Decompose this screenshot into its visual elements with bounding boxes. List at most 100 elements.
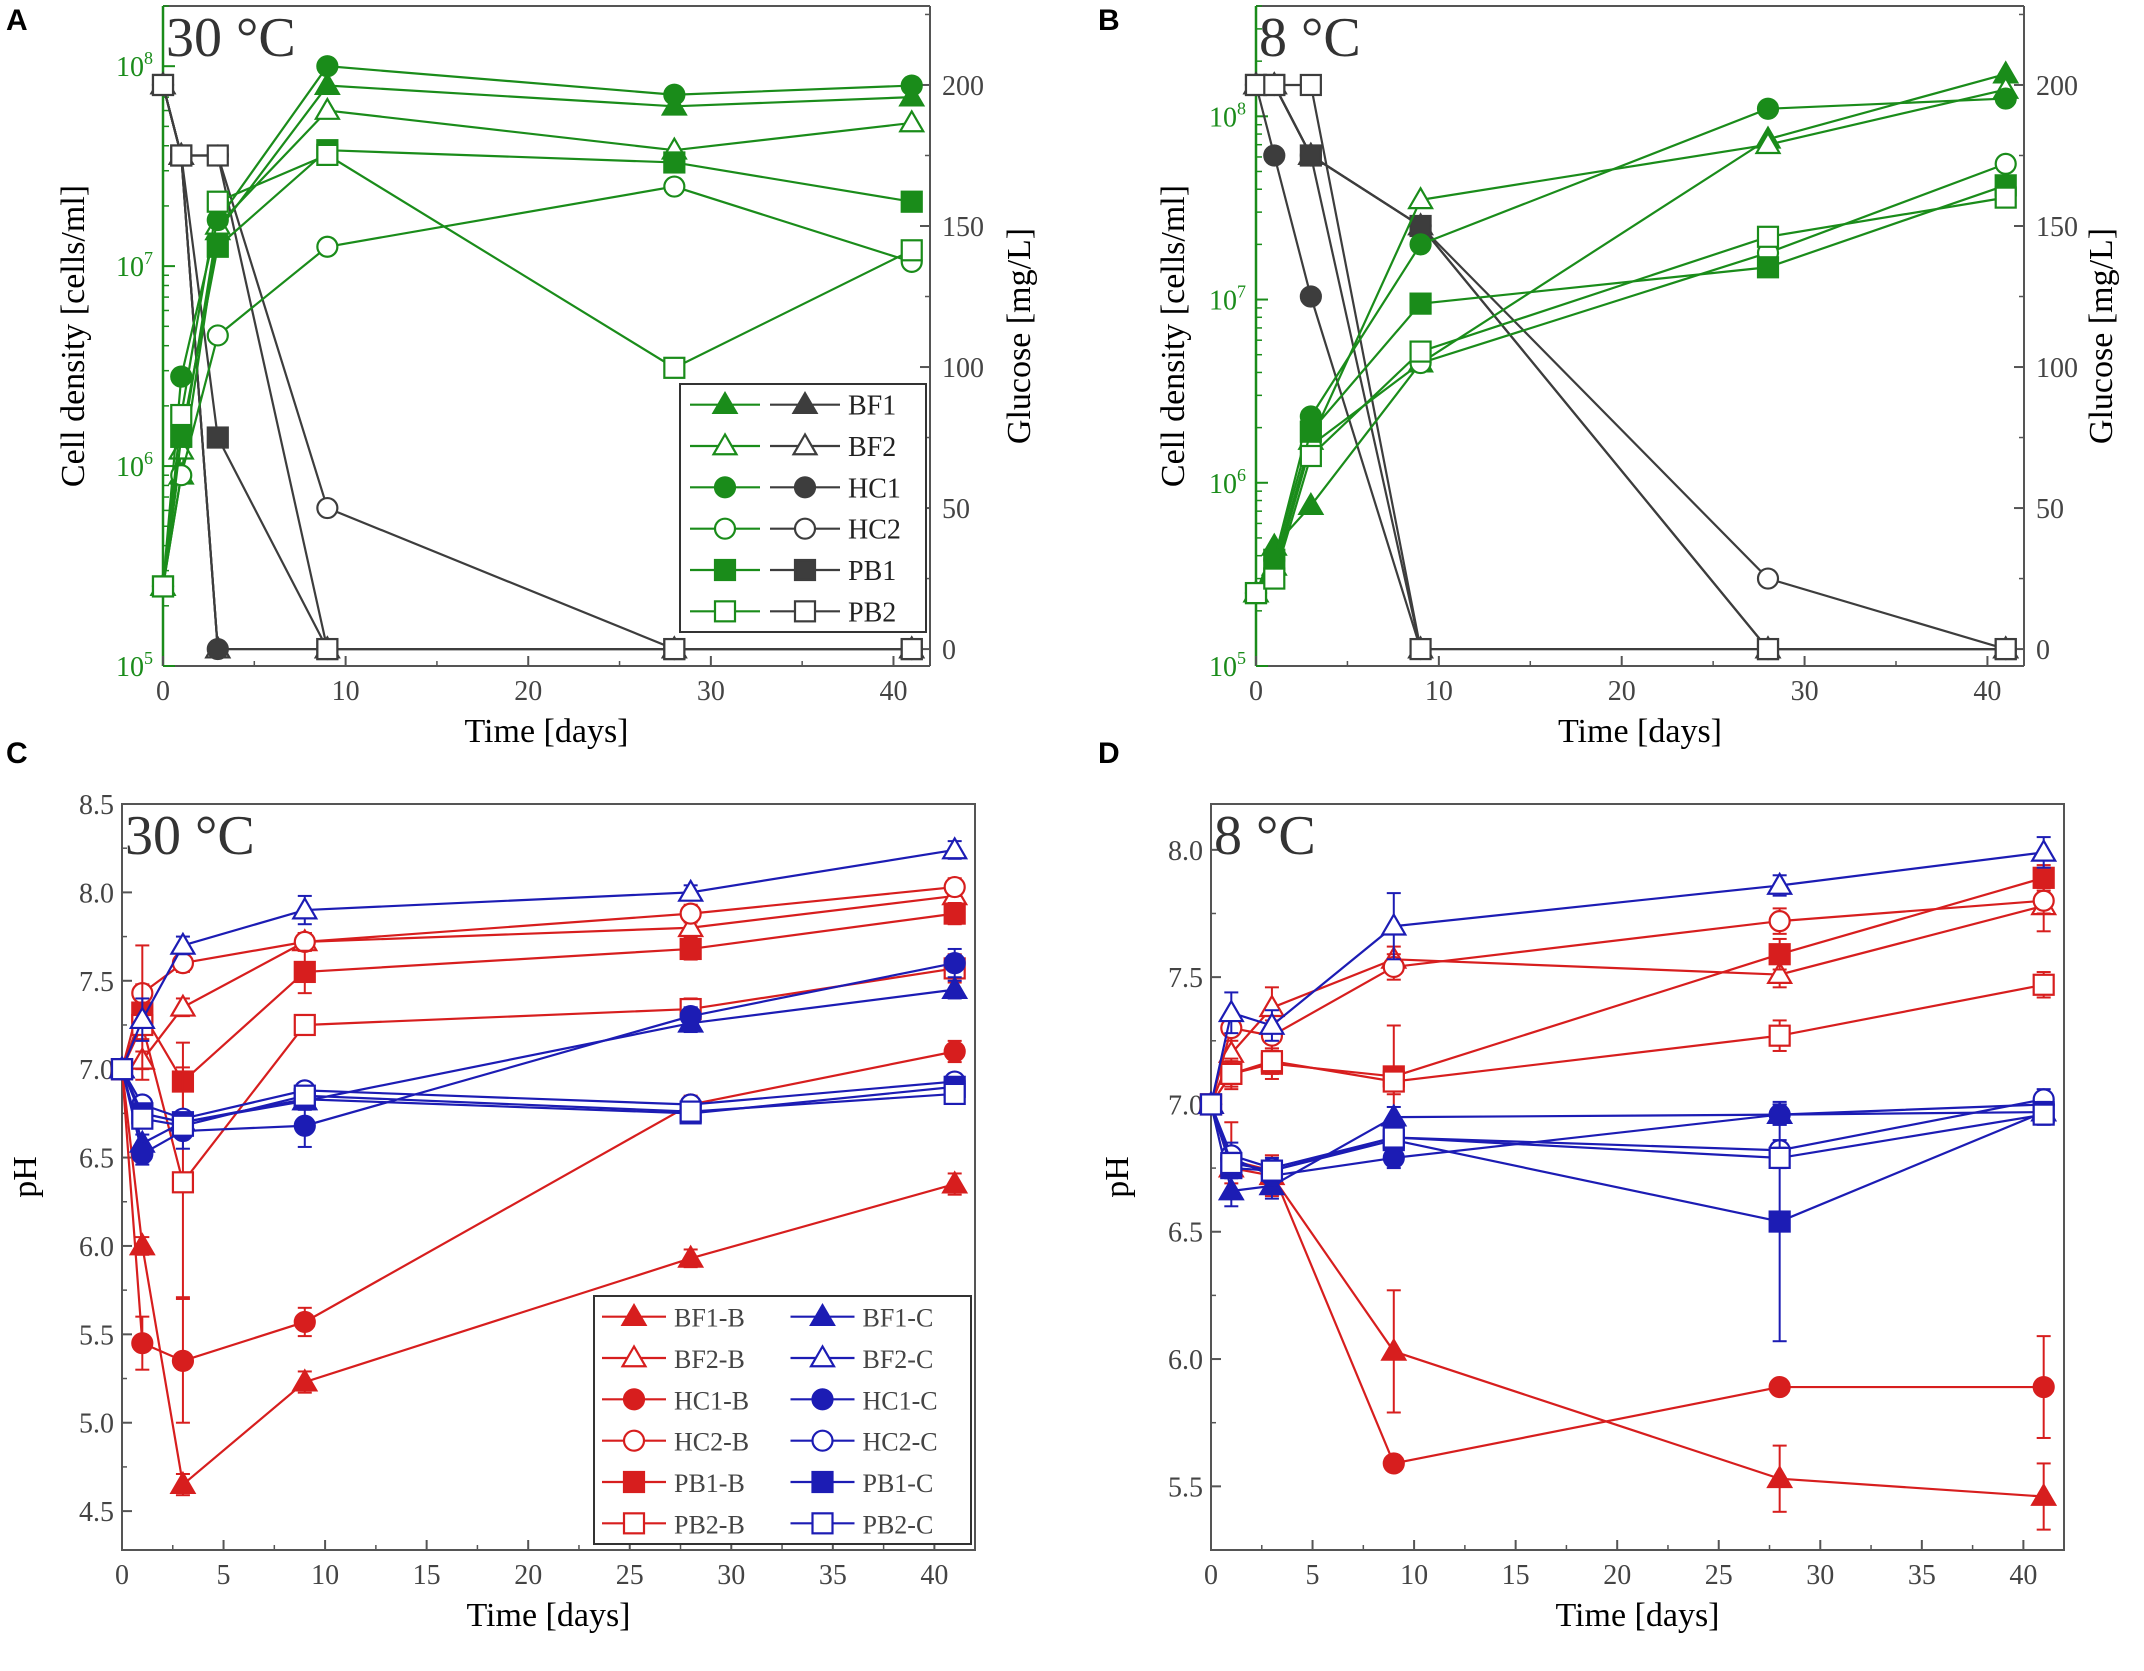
ph-point-hc1-c	[131, 1142, 154, 1166]
glucose-point-pb2	[900, 637, 923, 661]
legend-entry-hc1-b: HC1-B	[602, 1386, 749, 1415]
legend-marker-green	[711, 432, 739, 456]
legend-label: PB2-B	[674, 1510, 745, 1539]
panel-letter-b: B	[1098, 4, 1120, 37]
x-tick-label: 10	[332, 676, 360, 707]
ph-point-bf1-c	[1380, 1103, 1408, 1127]
ph-point-hc1-c	[679, 1005, 702, 1028]
y-right-tick-label: 150	[942, 212, 984, 243]
glucose-line-pb2	[161, 84, 912, 651]
ph-line-pb1-b	[1210, 876, 2044, 1106]
ph-point-hc1-c	[943, 951, 966, 975]
ph-point-hc1-b	[1768, 1375, 1791, 1399]
ph-point-pb2-c	[1260, 1159, 1284, 1182]
y-axis-label: pH	[1099, 1156, 1136, 1198]
cell-density-point-pb2	[316, 143, 339, 166]
y-left-tick-exp: 7	[1237, 282, 1246, 302]
legend-label: HC2	[848, 515, 901, 546]
cell-density-line-hc2	[161, 185, 913, 587]
legend-entry-pb2-b: PB2-B	[602, 1510, 745, 1539]
legend-label: BF1	[848, 391, 896, 422]
y-tick-label: 5.0	[79, 1409, 114, 1440]
ph-point-pb2-b	[1260, 1050, 1284, 1073]
cell-density-point-pb2	[170, 403, 193, 427]
ph-point-bf1-b	[1380, 1337, 1408, 1361]
plot-frame-D	[1210, 803, 2065, 1551]
cell-density-point-hc1	[900, 74, 923, 97]
x-tick-label: 25	[616, 1560, 644, 1591]
ph-series-hc2-c	[110, 1058, 966, 1130]
x-tick-label: 35	[1908, 1560, 1936, 1591]
legend-box	[679, 383, 927, 633]
panel-letter-c: C	[6, 737, 28, 770]
x-tick-label: 0	[156, 676, 170, 707]
ph-point-pb2-b	[1220, 1062, 1243, 1085]
y-left-tick-label: 107	[1209, 282, 1246, 317]
glucose-line-hc2	[1256, 83, 2007, 651]
cell-density-point-bf1	[1297, 491, 1325, 516]
x-axis-label: Time [days]	[1558, 713, 1722, 750]
ph-point-hc2-b	[1768, 910, 1791, 933]
y-left-tick-base: 10	[116, 652, 144, 683]
cell-density-point-hc1	[1994, 87, 2017, 110]
cell-density-point-pb1	[663, 151, 686, 174]
ph-point-pb2-c	[1768, 1146, 1791, 1170]
y-tick-label: 6.0	[1168, 1345, 1203, 1376]
cell-density-line-pb2	[1255, 196, 2006, 594]
ph-point-pb2-c	[1382, 1126, 1405, 1149]
ph-line-hc1-b	[1209, 1104, 2044, 1465]
y-left-tick-label: 105	[116, 648, 153, 683]
cell-density-point-pb1	[170, 425, 193, 448]
y-left-tick-base: 10	[1209, 102, 1237, 133]
cell-density-point-hc2	[1994, 152, 2017, 175]
x-tick-label: 15	[413, 1560, 441, 1591]
y-tick-label: 7.0	[79, 1055, 114, 1086]
ph-point-pb1-b	[943, 902, 966, 925]
ph-line-bf2-c	[120, 848, 955, 1070]
ph-point-hc2-b	[943, 875, 966, 899]
cell-density-line-pb2	[161, 153, 913, 587]
ph-point-pb2-c	[1199, 1093, 1223, 1116]
legend-marker-gray	[793, 517, 817, 540]
legend-label: PB1-B	[674, 1469, 745, 1498]
cell-density-point-pb1	[900, 190, 923, 213]
legend-marker	[811, 1429, 834, 1452]
x-tick-label: 0	[1249, 676, 1263, 707]
ph-line-bf1-c	[1209, 1104, 2044, 1193]
x-tick-label: 15	[1502, 1560, 1530, 1591]
cell-density-point-pb2	[1756, 225, 1780, 248]
legend-marker	[622, 1388, 646, 1411]
ph-line-bf2-b	[1209, 904, 2044, 1105]
x-tick-label: 10	[311, 1560, 339, 1591]
glucose-line-bf1	[1256, 83, 2006, 651]
legend-entry-pb1-b: PB1-B	[602, 1469, 745, 1498]
cell-density-point-pb2	[900, 239, 923, 262]
legend-marker-green	[713, 517, 737, 540]
glucose-point-hc1	[206, 637, 229, 661]
cell-density-point-hc2	[316, 235, 339, 258]
ph-point-hc1-b	[131, 1332, 154, 1355]
ph-point-bf2-c	[941, 836, 969, 860]
ph-series-pb1-c	[110, 1058, 966, 1134]
y-left-tick-label: 108	[1209, 98, 1246, 133]
legend-label: BF1-C	[863, 1304, 934, 1333]
glucose-point-pb1	[1299, 144, 1322, 167]
legend-entry-pb2-c: PB2-C	[790, 1510, 933, 1539]
ph-series-hc1-c	[110, 947, 966, 1166]
y-left-tick-base: 10	[116, 452, 144, 483]
legend-label: HC1-C	[863, 1386, 938, 1415]
x-axis-label: Time [days]	[466, 1597, 630, 1634]
ph-series-pb1-b	[110, 901, 966, 1122]
y-right-tick-label: 50	[942, 494, 970, 525]
x-tick-label: 40	[2009, 1560, 2037, 1591]
y-left-tick-exp: 5	[144, 648, 153, 668]
temperature-label: 8 °C	[1259, 7, 1361, 69]
glucose-line-pb1	[1256, 83, 2006, 651]
glucose-line-hc1	[1254, 84, 2006, 651]
glucose-series-bf2	[1242, 71, 2020, 659]
glucose-point-pb2	[1994, 637, 2017, 661]
ph-point-bf1-b	[941, 1170, 969, 1194]
ph-point-bf1-b	[169, 1470, 197, 1494]
